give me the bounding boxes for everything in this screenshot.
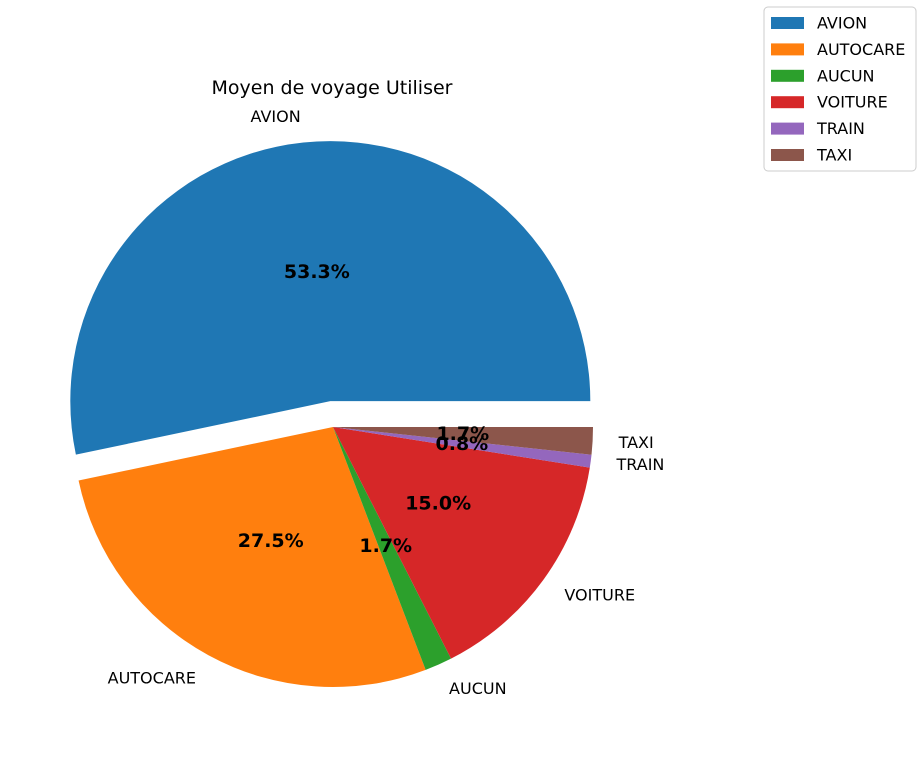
pie-slices [70,141,593,687]
chart-title: Moyen de voyage Utiliser [212,77,453,99]
slice-label-voiture: VOITURE [564,586,635,605]
legend: AVION AUTOCARE AUCUN VOITURE TRAIN TAXI [763,6,917,172]
legend-label-taxi: TAXI [816,146,852,165]
legend-label-aucun: AUCUN [817,66,875,85]
slice-label-autocare: AUTOCARE [108,669,196,688]
legend-swatch-voiture [771,96,804,109]
slice-train [333,427,592,468]
pct-label-taxi: 1.7% [436,423,489,445]
legend-label-train: TRAIN [816,119,865,138]
legend-swatch-autocare [771,43,804,56]
slice-label-train: TRAIN [616,455,665,474]
slice-label-aucun: AUCUN [449,679,507,698]
legend-label-autocare: AUTOCARE [817,40,905,59]
slice-avion [70,141,591,455]
slice-labels: AVION AUTOCARE AUCUN VOITURE TRAIN TAXI [108,107,665,698]
pct-label-autocare: 27.5% [238,530,304,552]
slice-autocare [78,427,426,687]
legend-swatch-avion [771,17,804,29]
legend-swatch-taxi [771,149,804,161]
pct-label-voiture: 15.0% [405,492,471,514]
slice-voiture [333,427,590,659]
legend-label-avion: AVION [817,14,867,33]
pct-label-train: 0.8% [436,433,489,455]
legend-swatch-aucun [771,69,804,82]
slice-taxi [333,427,593,455]
legend-label-voiture: VOITURE [817,93,888,112]
slice-label-avion: AVION [251,107,301,126]
pct-label-avion: 53.3% [284,261,350,283]
percentage-labels: 53.3%27.5% 1.7%15.0%0.8%1.7% [238,261,489,557]
pct-label-aucun: 1.7% [359,535,412,557]
slice-aucun [333,427,452,670]
legend-swatch-train [771,122,804,135]
slice-label-taxi: TAXI [618,433,654,452]
